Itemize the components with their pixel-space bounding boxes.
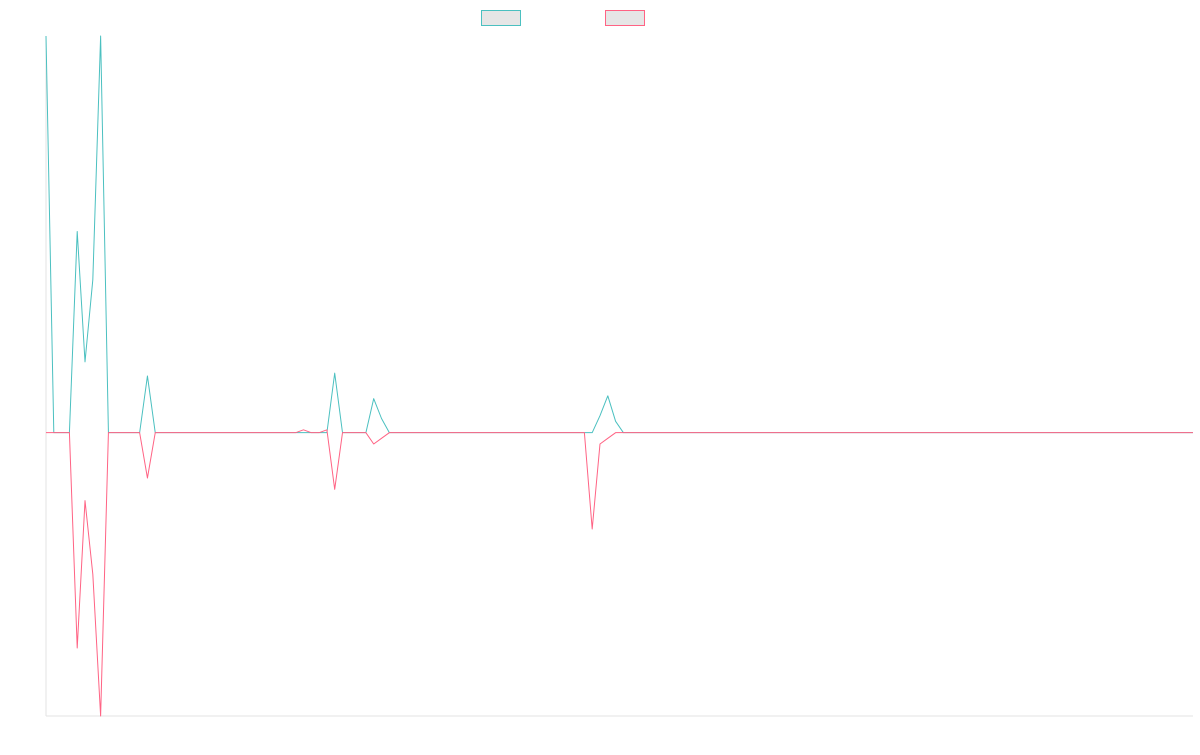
axes bbox=[45, 36, 1193, 717]
legend-swatch-2 bbox=[605, 10, 645, 26]
series-line-2 bbox=[46, 429, 1193, 717]
legend-item-2[interactable] bbox=[605, 10, 645, 26]
legend-swatch-1 bbox=[481, 10, 521, 26]
series-layer bbox=[45, 35, 1193, 717]
legend bbox=[481, 10, 645, 26]
series-line-1 bbox=[45, 35, 1193, 434]
legend-item-1[interactable] bbox=[481, 10, 521, 26]
